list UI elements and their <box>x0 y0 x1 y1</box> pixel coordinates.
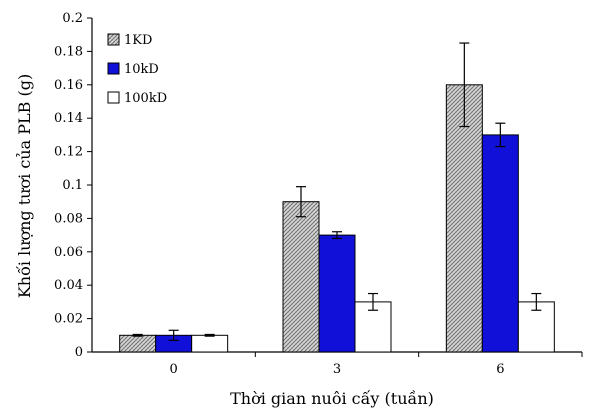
legend-swatch-1kd <box>107 33 120 46</box>
y-tick-label: 0 <box>75 345 83 360</box>
y-tick-label: 0.12 <box>54 145 83 160</box>
y-tick-label: 0.14 <box>54 111 83 126</box>
x-tick-label: 0 <box>170 362 178 377</box>
legend-label-10kd: 10kD <box>124 62 159 77</box>
y-axis-label: Khối lượng tươi của PLB (g) <box>15 74 34 298</box>
y-tick-label: 0.02 <box>54 312 83 327</box>
x-tick-label: 6 <box>496 362 504 377</box>
y-tick-label: 0.16 <box>54 78 83 93</box>
x-tick-label: 3 <box>333 362 341 377</box>
legend-swatch-100kd <box>107 91 120 104</box>
y-tick-label: 0.06 <box>54 245 83 260</box>
y-tick-label: 0.08 <box>54 211 83 226</box>
bar-1kd-0 <box>119 334 157 353</box>
y-tick-label: 0.04 <box>54 278 83 293</box>
bar-10kd-3 <box>318 234 356 353</box>
legend-swatch-10kd <box>107 62 120 75</box>
x-axis-label: Thời gian nuôi cấy (tuần) <box>230 389 434 408</box>
plot-area: 0 0.02 0.04 0.06 0.08 0.1 0.12 0.14 0.16 0.18 0.2 0… <box>54 11 583 377</box>
legend-label-100kd: 100kD <box>124 91 167 106</box>
bar-1kd-3 <box>282 201 320 353</box>
y-tick-label: 0.1 <box>62 178 83 193</box>
bar-100kd-0 <box>191 334 229 353</box>
bar-10kd-6 <box>481 134 519 353</box>
y-tick-label: 0.18 <box>54 44 83 59</box>
legend-label-1kd: 1KD <box>124 33 152 48</box>
y-tick-label: 0.2 <box>62 11 83 26</box>
